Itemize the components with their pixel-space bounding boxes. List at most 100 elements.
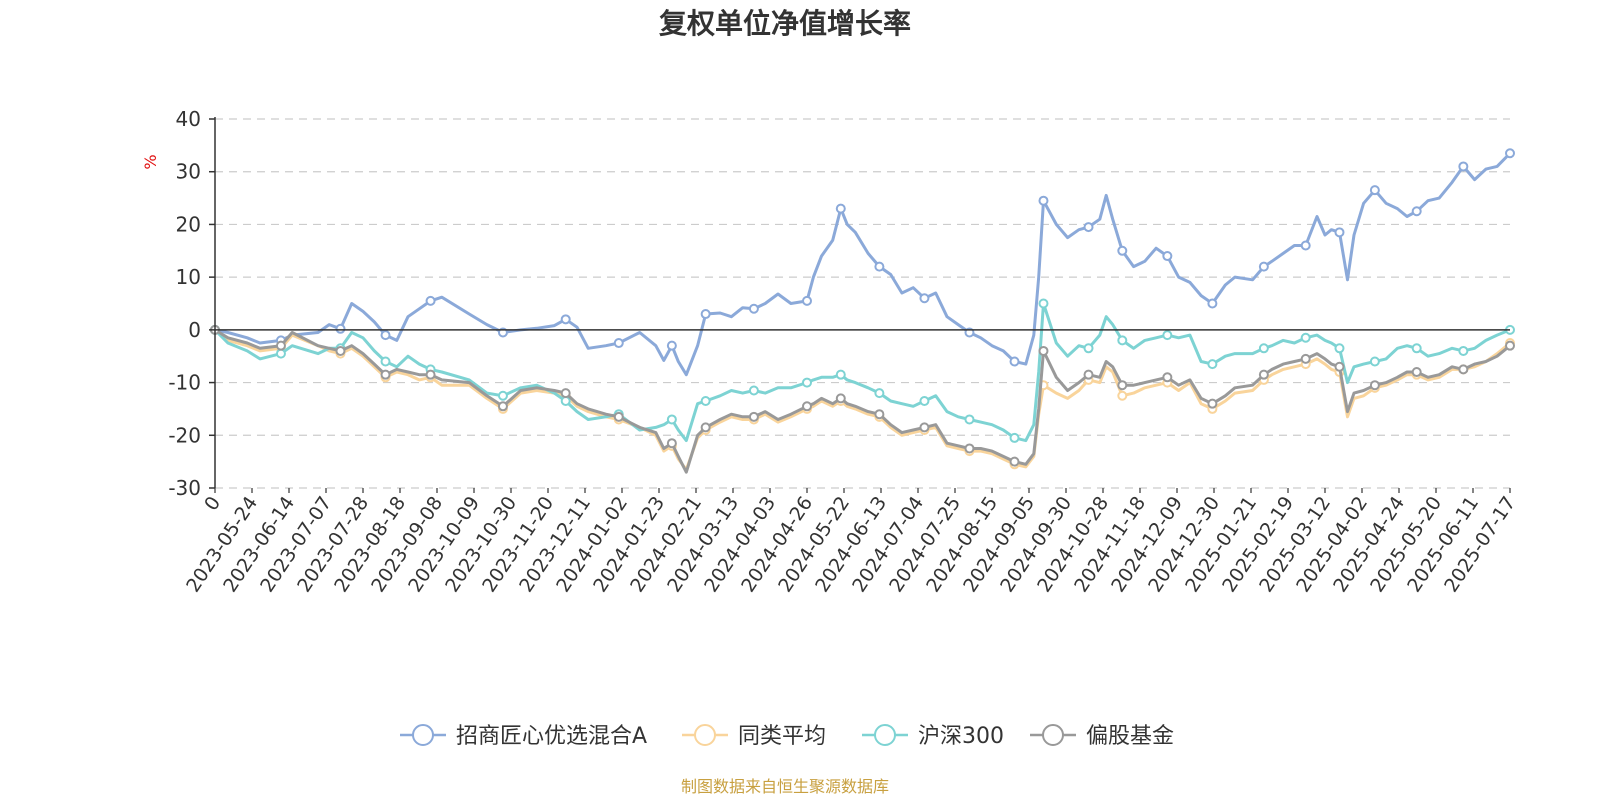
series-point [1207, 398, 1218, 409]
series-point [1038, 195, 1049, 206]
series-point [700, 422, 711, 433]
series-point [1162, 251, 1173, 262]
series-point [874, 388, 885, 399]
series-point [560, 388, 571, 399]
series-point [335, 323, 346, 334]
series-point [802, 401, 812, 412]
series-point [1369, 185, 1380, 196]
series-point [380, 369, 391, 380]
series-point [1258, 343, 1269, 354]
series-point [1083, 369, 1094, 380]
series-point [1300, 353, 1311, 364]
y-tick-label: 10 [176, 265, 201, 289]
series-point [613, 338, 624, 349]
series-point [748, 411, 759, 422]
series-point [1334, 361, 1345, 372]
y-tick-label: 20 [176, 212, 201, 236]
y-tick-label: -20 [168, 423, 201, 447]
legend-item: 偏股基金 [1030, 724, 1174, 749]
series-point [1117, 380, 1128, 391]
series-point [560, 314, 571, 325]
series-point [1458, 364, 1469, 375]
series-line [214, 328, 1511, 472]
series-point [1162, 330, 1173, 341]
series-point [748, 303, 759, 314]
series-point [1369, 380, 1380, 391]
series-point [802, 377, 812, 388]
legend-swatch-marker [412, 724, 434, 746]
series-point [1083, 222, 1094, 233]
series-point [1334, 343, 1345, 354]
series-point [1117, 390, 1128, 401]
x-tick-label: 0 [200, 492, 225, 514]
series-group [210, 324, 1515, 474]
legend-swatch-marker [1042, 724, 1064, 746]
series-point [1458, 345, 1469, 356]
y-axis-unit: % [141, 154, 160, 169]
axes: -30-20-1001020304002023-05-242023-06-142… [168, 107, 1520, 596]
series-point [613, 411, 624, 422]
series-point [1258, 369, 1269, 380]
series-point [1369, 356, 1380, 367]
series-point [964, 414, 975, 425]
series-point [1300, 240, 1311, 251]
series-point [874, 409, 885, 420]
legend-item: 沪深300 [862, 724, 1004, 749]
series-point [275, 348, 286, 359]
series-point [425, 369, 436, 380]
y-tick-label: -10 [168, 371, 201, 395]
series-point [1009, 432, 1020, 443]
series-point [1117, 245, 1128, 256]
series-point [1038, 298, 1049, 309]
series-group [210, 298, 1515, 443]
series-point [1009, 356, 1020, 367]
series-point [1458, 161, 1469, 172]
series-point [666, 340, 677, 351]
series-point [666, 414, 677, 425]
series-point [874, 261, 885, 272]
source-note: 制图数据来自恒生聚源数据库 [681, 777, 889, 796]
series-point [1117, 335, 1128, 346]
series-point [380, 356, 391, 367]
series-line [214, 328, 1511, 474]
series-point [835, 369, 846, 380]
series-point [1300, 332, 1311, 343]
legend-swatch-marker [874, 724, 896, 746]
y-tick-label: -30 [168, 476, 201, 500]
series-point [1411, 343, 1422, 354]
legend-item: 同类平均 [682, 724, 826, 749]
series-point [1258, 261, 1269, 272]
legend-label: 招商匠心优选混合A [456, 724, 647, 749]
y-tick-label: 40 [176, 107, 201, 131]
series-lines [210, 148, 1515, 474]
series-point [964, 443, 975, 454]
legend-label: 偏股基金 [1086, 724, 1174, 749]
series-point [748, 385, 759, 396]
series-point [497, 390, 508, 401]
legend-item: 招商匠心优选混合A [400, 724, 647, 749]
series-point [1009, 456, 1020, 467]
series-point [666, 438, 677, 449]
series-point [1334, 227, 1345, 238]
series-line [214, 152, 1512, 377]
series-point [275, 340, 286, 351]
series-point [919, 293, 930, 304]
series-point [835, 203, 846, 214]
series-point [380, 330, 391, 341]
legend: 招商匠心优选混合A 同类平均 沪深300 偏股基金 [400, 724, 1174, 749]
chart-title: 复权单位净值增长率 [659, 7, 911, 40]
series-point [835, 393, 846, 404]
series-point [1162, 372, 1173, 383]
series-point [1411, 367, 1422, 378]
series-point [919, 422, 930, 433]
series-point [802, 295, 812, 306]
series-point [335, 345, 346, 356]
series-group [210, 324, 1515, 472]
legend-label: 沪深300 [918, 724, 1004, 749]
series-point [1207, 298, 1218, 309]
series-point [497, 401, 508, 412]
grid-lines [215, 118, 1510, 489]
series-point [1505, 148, 1515, 159]
series-point [1505, 340, 1515, 351]
